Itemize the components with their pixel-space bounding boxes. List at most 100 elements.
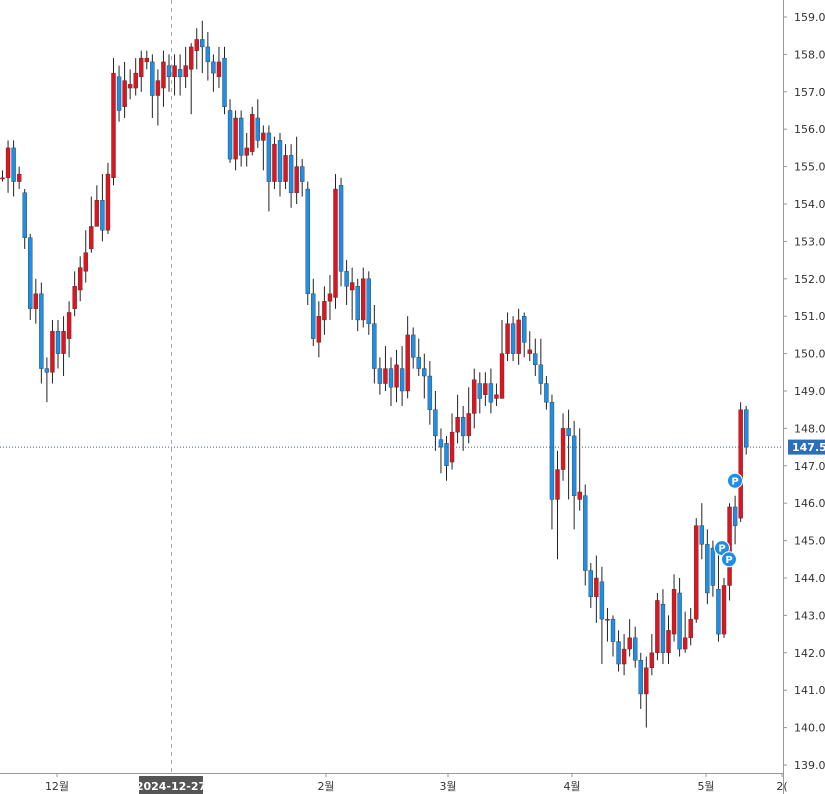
candle[interactable] — [72, 271, 77, 317]
candle[interactable] — [216, 46, 222, 89]
candle[interactable] — [288, 144, 294, 208]
candle[interactable] — [549, 394, 555, 530]
candle[interactable] — [627, 619, 632, 657]
candle[interactable] — [566, 409, 571, 500]
candle[interactable] — [705, 529, 710, 605]
candle[interactable] — [127, 69, 133, 100]
candle[interactable] — [699, 503, 704, 560]
candle[interactable] — [605, 607, 610, 642]
candle[interactable] — [616, 630, 621, 672]
candle[interactable] — [33, 278, 38, 324]
candle[interactable] — [50, 319, 55, 384]
candle[interactable] — [238, 110, 244, 167]
candle[interactable] — [66, 301, 72, 358]
candle[interactable] — [621, 634, 627, 676]
candle[interactable] — [322, 286, 327, 335]
candle[interactable] — [399, 346, 405, 406]
candle[interactable] — [538, 338, 544, 395]
candle[interactable] — [522, 312, 527, 358]
candle[interactable] — [183, 46, 188, 89]
candle[interactable] — [311, 278, 316, 347]
candle[interactable] — [383, 346, 388, 391]
candle[interactable] — [438, 428, 444, 474]
candle[interactable] — [660, 589, 666, 665]
candle[interactable] — [694, 518, 699, 623]
candle[interactable] — [405, 316, 410, 399]
candle[interactable] — [638, 652, 643, 709]
candle[interactable] — [361, 267, 366, 328]
candle[interactable] — [83, 230, 88, 283]
candle[interactable] — [355, 278, 360, 332]
candle[interactable] — [233, 110, 238, 171]
candle[interactable] — [411, 327, 416, 369]
candle[interactable] — [28, 233, 33, 320]
candle[interactable] — [544, 376, 549, 410]
candle[interactable] — [427, 361, 433, 425]
candle[interactable] — [599, 566, 605, 665]
candle[interactable] — [560, 413, 566, 481]
candle[interactable] — [166, 54, 172, 92]
candle[interactable] — [172, 54, 177, 96]
candle[interactable] — [111, 58, 116, 186]
candle[interactable] — [89, 196, 94, 253]
candle[interactable] — [716, 544, 721, 642]
candle[interactable] — [588, 563, 593, 608]
candle[interactable] — [333, 174, 338, 309]
candle[interactable] — [433, 391, 438, 451]
candle[interactable] — [161, 50, 166, 107]
candle[interactable] — [155, 69, 161, 126]
candle[interactable] — [283, 144, 288, 190]
event-marker[interactable]: P — [727, 472, 743, 489]
event-marker[interactable]: P — [714, 540, 730, 557]
candle[interactable] — [710, 540, 716, 597]
candle[interactable] — [250, 106, 255, 156]
candle[interactable] — [338, 177, 344, 287]
price-axis[interactable]: 139.00 140.00 141.00 142.00 143.00 144.00 145.… — [783, 11, 825, 772]
candle[interactable] — [122, 61, 127, 118]
candle[interactable] — [477, 372, 482, 414]
candle[interactable] — [94, 185, 100, 227]
candle[interactable] — [22, 189, 27, 249]
candle[interactable] — [688, 607, 693, 646]
candle[interactable] — [211, 54, 216, 92]
candle[interactable] — [483, 372, 488, 406]
candle[interactable] — [55, 319, 61, 369]
candle[interactable] — [61, 316, 66, 377]
candle[interactable] — [105, 162, 111, 234]
candle[interactable] — [139, 50, 144, 92]
candle[interactable] — [77, 256, 83, 302]
time-axis[interactable]: 12월 2월 3월 4월 5월 2(2024-12-27 — [45, 773, 788, 794]
candle[interactable] — [177, 54, 183, 96]
candle[interactable] — [277, 132, 283, 197]
candle[interactable] — [732, 495, 738, 545]
candle[interactable] — [222, 46, 227, 115]
candle[interactable] — [133, 58, 138, 96]
candle[interactable] — [738, 402, 743, 522]
candle[interactable] — [510, 316, 516, 362]
candle[interactable] — [150, 54, 155, 118]
candle[interactable] — [188, 43, 194, 115]
candle[interactable] — [372, 304, 377, 384]
candle[interactable] — [305, 181, 310, 305]
candle[interactable] — [533, 338, 538, 377]
candle[interactable] — [205, 31, 211, 81]
candle[interactable] — [0, 170, 5, 182]
candle[interactable] — [644, 656, 649, 728]
candle[interactable] — [744, 405, 749, 455]
candle[interactable] — [649, 634, 655, 676]
candle[interactable] — [5, 140, 11, 193]
candle[interactable] — [682, 611, 688, 653]
candle[interactable] — [666, 615, 671, 665]
candle[interactable] — [388, 357, 394, 406]
candle[interactable] — [327, 275, 333, 320]
candle[interactable] — [499, 319, 505, 399]
candle[interactable] — [577, 428, 582, 511]
candle[interactable] — [472, 368, 477, 429]
candle[interactable] — [655, 592, 660, 661]
candle[interactable] — [294, 136, 299, 204]
candle[interactable] — [671, 574, 677, 642]
candle[interactable] — [416, 338, 421, 377]
candle[interactable] — [300, 159, 305, 197]
candle[interactable] — [466, 387, 471, 444]
